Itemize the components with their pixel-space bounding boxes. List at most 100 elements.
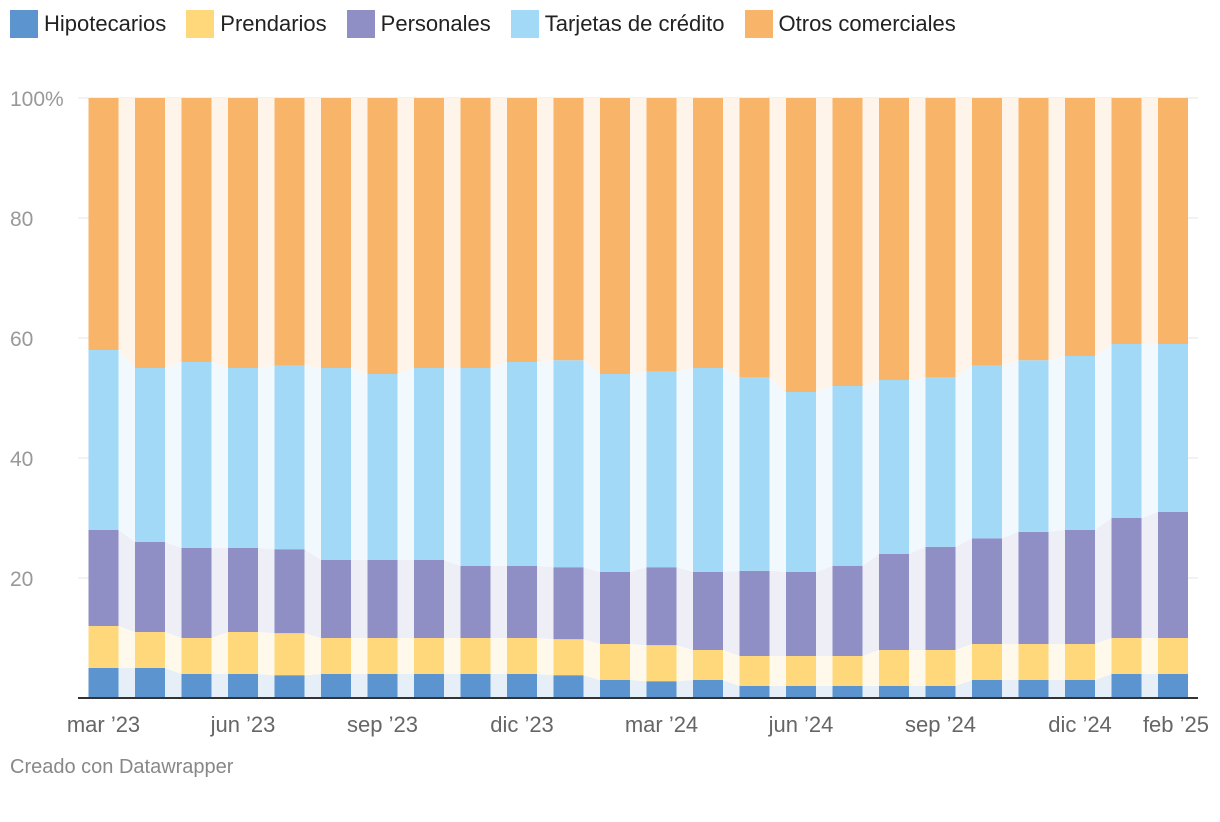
bar-tarjetas-de-credito[interactable] <box>553 360 584 568</box>
bar-prendarios[interactable] <box>321 638 351 674</box>
bar-prendarios[interactable] <box>274 633 305 676</box>
bar-personales[interactable] <box>414 560 444 638</box>
bar-prendarios[interactable] <box>879 650 909 686</box>
bar-prendarios[interactable] <box>1065 644 1095 680</box>
bar-hipotecarios[interactable] <box>414 674 444 698</box>
bar-hipotecarios[interactable] <box>1158 674 1188 698</box>
bar-prendarios[interactable] <box>786 656 816 686</box>
bar-prendarios[interactable] <box>135 632 165 668</box>
bar-personales[interactable] <box>367 560 398 638</box>
bar-hipotecarios[interactable] <box>832 686 863 698</box>
bar-hipotecarios[interactable] <box>135 668 165 698</box>
bar-personales[interactable] <box>553 567 584 640</box>
bar-tarjetas-de-credito[interactable] <box>321 368 351 560</box>
bar-tarjetas-de-credito[interactable] <box>460 368 491 566</box>
bar-otros-comerciales[interactable] <box>1158 98 1188 344</box>
bar-hipotecarios[interactable] <box>460 674 491 698</box>
bar-otros-comerciales[interactable] <box>228 98 258 368</box>
bar-hipotecarios[interactable] <box>1018 680 1049 698</box>
bar-tarjetas-de-credito[interactable] <box>972 365 1002 539</box>
bar-personales[interactable] <box>646 567 677 646</box>
bar-prendarios[interactable] <box>553 639 584 676</box>
bar-hipotecarios[interactable] <box>646 681 677 698</box>
bar-prendarios[interactable] <box>739 656 770 686</box>
bar-hipotecarios[interactable] <box>925 686 956 698</box>
bar-personales[interactable] <box>88 530 119 626</box>
bar-hipotecarios[interactable] <box>786 686 816 698</box>
bar-otros-comerciales[interactable] <box>88 98 119 350</box>
bar-hipotecarios[interactable] <box>274 675 305 698</box>
bar-hipotecarios[interactable] <box>600 680 630 698</box>
bar-tarjetas-de-credito[interactable] <box>739 377 770 571</box>
bar-otros-comerciales[interactable] <box>879 98 909 380</box>
bar-prendarios[interactable] <box>600 644 630 680</box>
bar-personales[interactable] <box>1018 531 1049 644</box>
bar-personales[interactable] <box>507 566 537 638</box>
bar-tarjetas-de-credito[interactable] <box>600 374 630 572</box>
bar-personales[interactable] <box>181 548 212 638</box>
bar-otros-comerciales[interactable] <box>507 98 537 362</box>
bar-prendarios[interactable] <box>693 650 723 680</box>
bar-hipotecarios[interactable] <box>553 675 584 698</box>
bar-personales[interactable] <box>135 542 165 632</box>
bar-otros-comerciales[interactable] <box>925 98 956 377</box>
bar-otros-comerciales[interactable] <box>1018 98 1049 361</box>
bar-otros-comerciales[interactable] <box>321 98 351 368</box>
bar-tarjetas-de-credito[interactable] <box>1158 344 1188 512</box>
bar-personales[interactable] <box>879 554 909 650</box>
bar-personales[interactable] <box>693 572 723 650</box>
bar-otros-comerciales[interactable] <box>1065 98 1095 356</box>
bar-tarjetas-de-credito[interactable] <box>693 368 723 572</box>
bar-hipotecarios[interactable] <box>879 686 909 698</box>
bar-tarjetas-de-credito[interactable] <box>135 368 165 542</box>
bar-prendarios[interactable] <box>367 638 398 674</box>
bar-hipotecarios[interactable] <box>972 680 1002 698</box>
bar-hipotecarios[interactable] <box>228 674 258 698</box>
bar-prendarios[interactable] <box>1018 644 1049 680</box>
bar-tarjetas-de-credito[interactable] <box>414 368 444 560</box>
bar-personales[interactable] <box>786 572 816 656</box>
bar-prendarios[interactable] <box>1158 638 1188 674</box>
bar-otros-comerciales[interactable] <box>553 98 584 361</box>
bar-personales[interactable] <box>600 572 630 644</box>
bar-hipotecarios[interactable] <box>507 674 537 698</box>
bar-prendarios[interactable] <box>460 638 491 674</box>
bar-tarjetas-de-credito[interactable] <box>1018 360 1049 532</box>
bar-otros-comerciales[interactable] <box>832 98 863 386</box>
bar-prendarios[interactable] <box>832 656 863 686</box>
bar-personales[interactable] <box>739 570 770 656</box>
bar-personales[interactable] <box>1065 530 1095 644</box>
bar-personales[interactable] <box>832 566 863 656</box>
bar-tarjetas-de-credito[interactable] <box>228 368 258 548</box>
bar-personales[interactable] <box>972 538 1002 644</box>
bar-prendarios[interactable] <box>88 626 119 668</box>
bar-otros-comerciales[interactable] <box>600 98 630 374</box>
bar-personales[interactable] <box>925 546 956 650</box>
bar-otros-comerciales[interactable] <box>274 98 305 366</box>
bar-personales[interactable] <box>321 560 351 638</box>
bar-tarjetas-de-credito[interactable] <box>367 374 398 560</box>
bar-hipotecarios[interactable] <box>88 668 119 698</box>
bar-hipotecarios[interactable] <box>181 674 212 698</box>
bar-personales[interactable] <box>460 566 491 638</box>
bar-otros-comerciales[interactable] <box>460 98 491 368</box>
bar-tarjetas-de-credito[interactable] <box>274 365 305 550</box>
bar-hipotecarios[interactable] <box>739 686 770 698</box>
bar-prendarios[interactable] <box>228 632 258 674</box>
bar-otros-comerciales[interactable] <box>693 98 723 368</box>
bar-personales[interactable] <box>1158 512 1188 638</box>
bar-personales[interactable] <box>228 548 258 632</box>
bar-tarjetas-de-credito[interactable] <box>1111 344 1142 518</box>
bar-tarjetas-de-credito[interactable] <box>88 350 119 530</box>
bar-tarjetas-de-credito[interactable] <box>925 377 956 547</box>
bar-personales[interactable] <box>274 549 305 634</box>
bar-hipotecarios[interactable] <box>693 680 723 698</box>
bar-hipotecarios[interactable] <box>321 674 351 698</box>
bar-tarjetas-de-credito[interactable] <box>879 380 909 554</box>
bar-otros-comerciales[interactable] <box>1111 98 1142 344</box>
bar-tarjetas-de-credito[interactable] <box>1065 356 1095 530</box>
bar-hipotecarios[interactable] <box>1065 680 1095 698</box>
bar-otros-comerciales[interactable] <box>972 98 1002 366</box>
bar-prendarios[interactable] <box>1111 638 1142 674</box>
bar-prendarios[interactable] <box>925 650 956 686</box>
